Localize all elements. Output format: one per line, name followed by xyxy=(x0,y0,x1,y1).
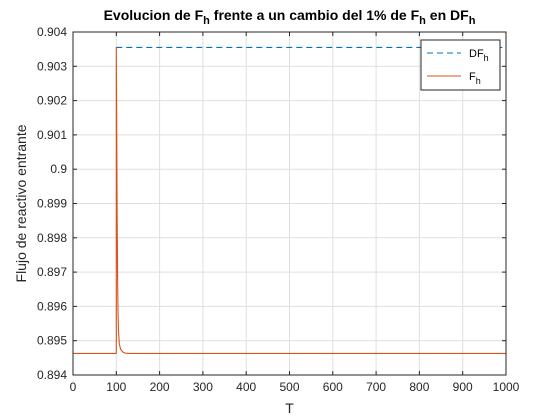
x-tick-label: 600 xyxy=(323,380,343,394)
y-tick-label: 0.903 xyxy=(37,59,67,73)
x-tick-label: 300 xyxy=(193,380,213,394)
legend-label-subscript: h xyxy=(476,76,481,86)
y-tick-label: 0.898 xyxy=(37,231,67,245)
title-text: frente a un cambio del 1% de F xyxy=(210,7,420,23)
y-tick-label: 0.899 xyxy=(37,197,67,211)
y-tick-label: 0.895 xyxy=(37,334,67,348)
y-tick-label: 0.902 xyxy=(37,94,67,108)
x-tick-label: 1000 xyxy=(493,380,520,394)
x-tick-label: 800 xyxy=(409,380,429,394)
title-text: en DF xyxy=(426,7,469,23)
x-tick-label: 900 xyxy=(453,380,473,394)
x-tick-label: 500 xyxy=(279,380,299,394)
x-tick-label: 700 xyxy=(366,380,386,394)
legend-box xyxy=(421,40,500,90)
y-tick-label: 0.894 xyxy=(37,368,67,382)
x-axis-label: T xyxy=(285,400,294,416)
title-text: Evolucion de F xyxy=(104,7,204,23)
y-tick-label: 0.9 xyxy=(50,162,67,176)
title-subscript: h xyxy=(469,15,476,27)
y-tick-label: 0.896 xyxy=(37,299,67,313)
x-tick-label: 400 xyxy=(236,380,256,394)
legend-label-subscript: h xyxy=(484,53,489,63)
y-tick-label: 0.897 xyxy=(37,265,67,279)
y-tick-label: 0.901 xyxy=(37,128,67,142)
x-tick-label: 200 xyxy=(150,380,170,394)
x-tick-label: 0 xyxy=(70,380,77,394)
legend-label-text: DF xyxy=(469,48,484,60)
y-axis-label: Flujo de reactivo entrante xyxy=(13,124,29,282)
y-tick-label: 0.904 xyxy=(37,25,67,39)
x-tick-label: 100 xyxy=(106,380,126,394)
